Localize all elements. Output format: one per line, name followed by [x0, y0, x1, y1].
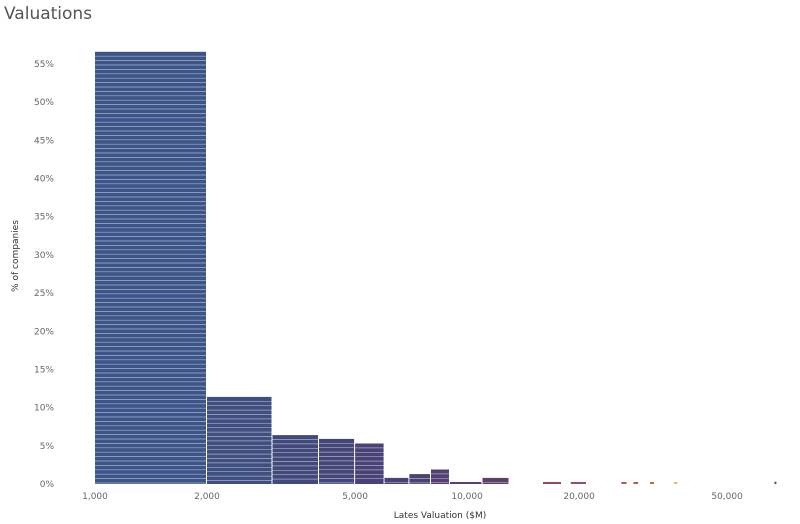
- histogram-bar[interactable]: [450, 482, 482, 484]
- histogram-bar[interactable]: [409, 474, 430, 484]
- y-axis: 0% 5% 10% 15% 20% 25% 30% 35% 40% 45% 50% 55%: [34, 60, 54, 490]
- y-tick-label: 20%: [34, 327, 54, 337]
- y-tick-label: 15%: [34, 366, 54, 376]
- bar-stripes: [355, 447, 384, 480]
- histogram-bar[interactable]: [384, 477, 409, 484]
- y-tick-label: 30%: [34, 251, 54, 261]
- histogram-bar[interactable]: [319, 438, 355, 484]
- bar-rect: [409, 474, 430, 484]
- x-axis: 1,000 2,000 5,000 10,000 20,000 50,000: [82, 492, 743, 502]
- histogram-bar[interactable]: [674, 482, 678, 484]
- y-tick-label: 5%: [40, 442, 55, 452]
- histogram-bar[interactable]: [95, 51, 206, 485]
- bar-rect: [621, 482, 627, 484]
- bar-stripes: [409, 478, 430, 484]
- bar-rect: [207, 396, 272, 484]
- histogram-bar[interactable]: [431, 469, 449, 485]
- bar-stripes: [431, 473, 449, 484]
- histogram-bar[interactable]: [649, 482, 654, 484]
- bar-rect: [450, 482, 482, 484]
- y-axis-title: % of companies: [11, 220, 21, 292]
- histogram-bar[interactable]: [570, 482, 586, 484]
- chart-title: Valuations: [4, 4, 93, 24]
- y-tick-label: 55%: [34, 60, 54, 70]
- x-tick-label: 20,000: [563, 492, 595, 502]
- bar-stripes: [272, 439, 318, 480]
- bar-rect: [649, 482, 654, 484]
- histogram-bar[interactable]: [207, 396, 272, 484]
- histogram-bar[interactable]: [543, 482, 561, 484]
- x-tick-label: 5,000: [342, 492, 368, 502]
- bar-stripes: [319, 442, 355, 484]
- y-tick-label: 35%: [34, 213, 54, 223]
- bar-rect: [570, 482, 586, 484]
- bar-rect: [774, 481, 777, 484]
- y-tick-label: 10%: [34, 404, 54, 414]
- bar-rect: [95, 51, 206, 485]
- bar-stripes: [207, 400, 272, 481]
- y-tick-label: 25%: [34, 289, 54, 299]
- x-tick-label: 50,000: [711, 492, 743, 502]
- x-tick-label: 10,000: [451, 492, 483, 502]
- histogram-bar[interactable]: [272, 435, 319, 484]
- x-tick-label: 2,000: [194, 492, 220, 502]
- bar-rect: [674, 482, 678, 484]
- bar-rect: [633, 482, 639, 484]
- histogram-bar[interactable]: [633, 482, 639, 484]
- histogram-bar[interactable]: [355, 443, 384, 485]
- bar-rect: [431, 469, 449, 484]
- bar-rect: [272, 435, 318, 484]
- bar-rect: [319, 438, 355, 484]
- bar-rect: [355, 443, 384, 484]
- bar-rect: [384, 477, 409, 484]
- histogram-bar[interactable]: [482, 477, 509, 484]
- x-axis-title: Lates Valuation ($M): [394, 511, 486, 521]
- y-tick-label: 45%: [34, 136, 54, 146]
- y-tick-label: 0%: [40, 480, 55, 490]
- bars-layer: [95, 51, 777, 485]
- y-tick-label: 50%: [34, 98, 54, 108]
- histogram-bar[interactable]: [774, 481, 777, 484]
- histogram-bar[interactable]: [621, 482, 627, 484]
- bar-stripes: [95, 55, 206, 484]
- y-tick-label: 40%: [34, 175, 54, 185]
- bar-rect: [482, 477, 509, 484]
- x-tick-label: 1,000: [82, 492, 108, 502]
- bar-rect: [543, 482, 561, 484]
